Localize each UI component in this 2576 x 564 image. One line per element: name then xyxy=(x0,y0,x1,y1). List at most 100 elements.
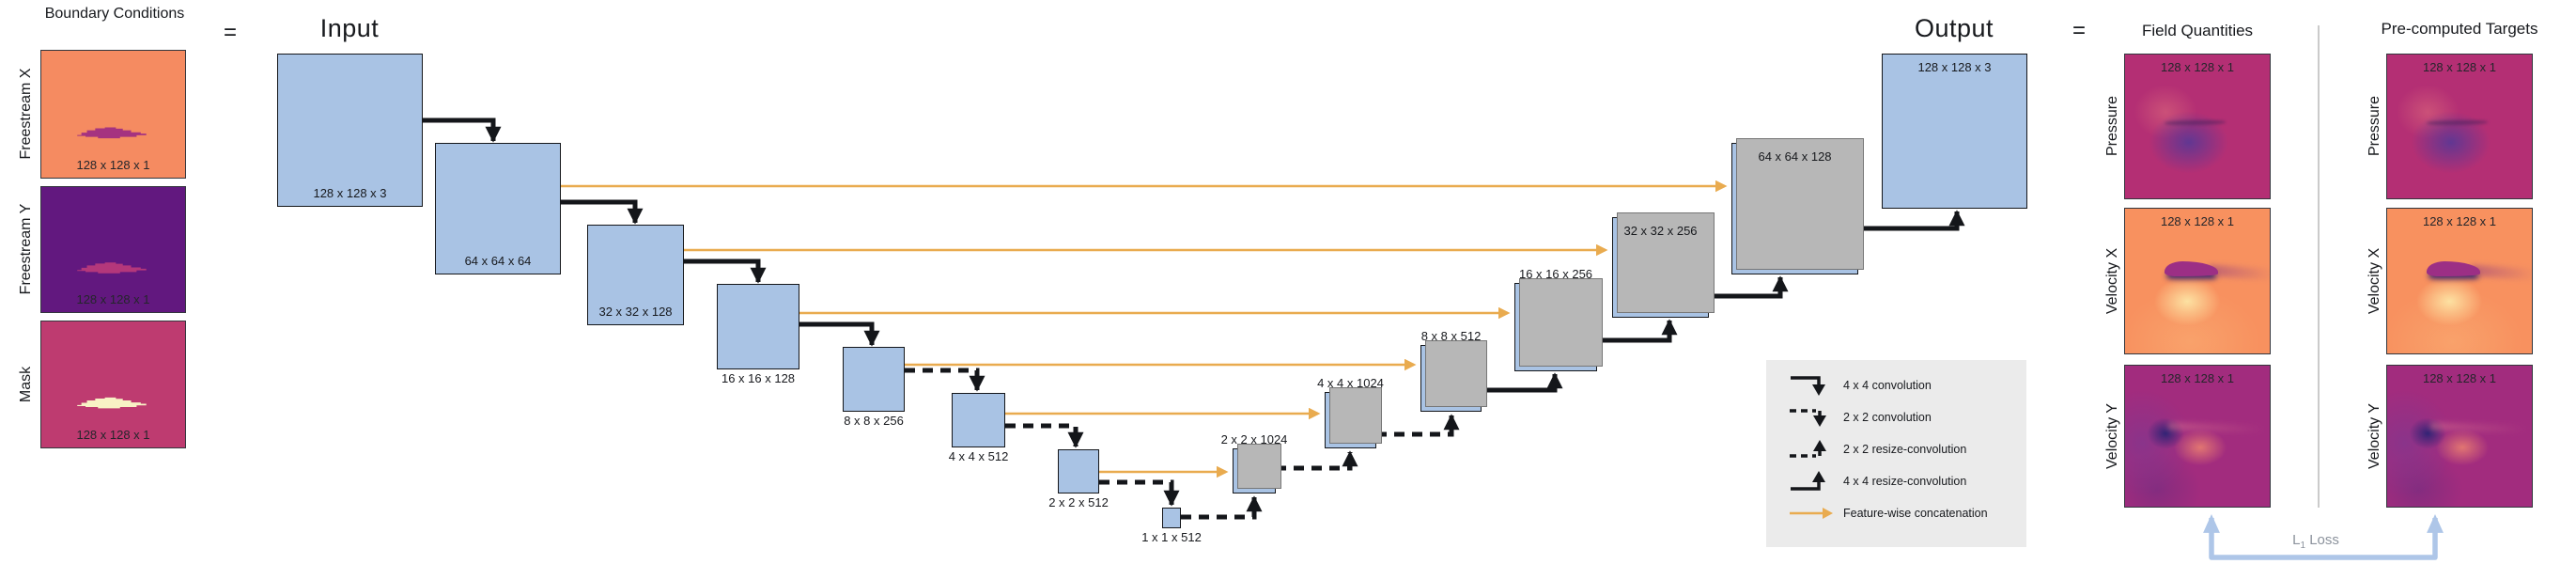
conv-block-enc-16: 16 x 16 x 128 xyxy=(717,284,799,384)
freestream-x-label: Freestream X xyxy=(18,68,34,160)
field-quantities-title: Field Quantities xyxy=(2141,22,2254,39)
airfoil-shape xyxy=(2426,119,2488,125)
legend-label: 2 x 2 resize-convolution xyxy=(1843,443,1967,456)
loss-word: Loss xyxy=(2309,532,2339,548)
solid-corner-up-arrow-icon xyxy=(1791,471,1825,491)
block-size-label: 1 x 1 x 512 xyxy=(1141,530,1202,544)
dashed-up-arrow-icon xyxy=(1790,440,1826,458)
conv-block-dec-32: 32 x 32 x 256 xyxy=(1612,212,1715,318)
legend-label: Feature-wise concatenation xyxy=(1843,507,1988,520)
legend-box: 4 x 4 convolution 2 x 2 convolution 2 x … xyxy=(1766,360,2026,547)
loss-subscript: 1 xyxy=(2300,540,2306,551)
conv-4x4-arrows xyxy=(423,118,1965,393)
equals-sign-left: = xyxy=(223,20,238,45)
block-size-label: 64 x 64 x 128 xyxy=(1758,149,1832,164)
equals-sign-right: = xyxy=(2072,18,2087,43)
block-size-label: 64 x 64 x 64 xyxy=(464,254,532,268)
pressure-target-image: 128 x 128 x 1 xyxy=(2386,54,2533,199)
l1-loss-connector xyxy=(2203,514,2444,560)
conv-block-dec-16: 16 x 16 x 256 xyxy=(1514,268,1603,371)
airfoil-shape xyxy=(77,397,147,409)
block-size-label: 4 x 4 x 512 xyxy=(948,449,1009,463)
legend-label: 4 x 4 convolution xyxy=(1843,379,1932,392)
conv-block-dec-2: 2 x 2 x 1024 xyxy=(1221,433,1287,494)
conv-block-enc-32: 32 x 32 x 128 xyxy=(587,225,684,325)
image-size-caption: 128 x 128 x 1 xyxy=(76,292,150,306)
conv-block-enc-64: 64 x 64 x 64 xyxy=(435,143,561,274)
conv-block-enc-8: 8 x 8 x 256 xyxy=(843,347,905,427)
legend-item: 2 x 2 resize-convolution xyxy=(1785,433,2026,465)
freestream-x-image: 128 x 128 x 1 xyxy=(40,50,186,179)
legend-item: Feature-wise concatenation xyxy=(1785,497,2026,529)
image-size-caption: 128 x 128 x 1 xyxy=(2160,60,2235,74)
dashed-down-arrow-icon xyxy=(1790,409,1826,427)
block-size-label: 32 x 32 x 256 xyxy=(1623,224,1698,238)
pressure-field-image: 128 x 128 x 1 xyxy=(2124,54,2271,199)
image-size-caption: 128 x 128 x 1 xyxy=(2422,214,2497,228)
image-size-caption: 128 x 128 x 1 xyxy=(76,158,150,172)
precomputed-targets-title: Pre-computed Targets xyxy=(2381,20,2538,38)
column-divider xyxy=(2318,25,2320,508)
wake-streak xyxy=(2208,264,2270,280)
wake-streak xyxy=(2430,422,2526,433)
velocity-y-target-label: Velocity Y xyxy=(2367,403,2382,469)
pressure-target-label: Pressure xyxy=(2367,95,2382,157)
velocity-y-target-image: 128 x 128 x 1 xyxy=(2386,365,2533,508)
boundary-conditions-title: Boundary Conditions xyxy=(44,6,185,22)
output-title: Output xyxy=(1914,14,1994,42)
conv-block-dec-8: 8 x 8 x 512 xyxy=(1420,330,1487,412)
block-size-label: 128 x 128 x 3 xyxy=(313,186,387,200)
block-size-label: 128 x 128 x 3 xyxy=(1917,60,1992,74)
conv-block-dec-64: 64 x 64 x 128 xyxy=(1731,138,1864,274)
conv-block-input: 128 x 128 x 3 xyxy=(277,54,423,207)
block-size-label: 2 x 2 x 512 xyxy=(1048,495,1109,509)
wake-streak xyxy=(2470,264,2532,280)
pressure-label: Pressure xyxy=(2104,95,2120,157)
airfoil-shape xyxy=(2426,261,2480,276)
conv-2x2-arrows xyxy=(905,368,1460,520)
velocity-y-field-image: 128 x 128 x 1 xyxy=(2124,365,2271,508)
skip-connection-arrows xyxy=(561,180,1728,478)
legend-label: 4 x 4 resize-convolution xyxy=(1843,475,1967,488)
conv-block-enc-4: 4 x 4 x 512 xyxy=(949,393,1008,462)
conv-block-bottleneck-1: 1 x 1 x 512 xyxy=(1141,508,1202,543)
image-size-caption: 128 x 128 x 1 xyxy=(2160,214,2235,228)
conv-block-output: 128 x 128 x 3 xyxy=(1882,54,2027,209)
freestream-y-label: Freestream Y xyxy=(18,203,34,295)
block-size-label: 4 x 4 x 1024 xyxy=(1317,376,1384,390)
block-size-label: 16 x 16 x 128 xyxy=(721,371,796,385)
image-size-caption: 128 x 128 x 1 xyxy=(2422,60,2497,74)
velocity-x-label: Velocity X xyxy=(2104,247,2120,315)
input-title: Input xyxy=(319,14,380,42)
legend-item: 2 x 2 convolution xyxy=(1785,401,2026,433)
conv-block-dec-4: 4 x 4 x 1024 xyxy=(1317,377,1384,448)
block-size-label: 32 x 32 x 128 xyxy=(598,305,673,319)
airfoil-shape xyxy=(2164,261,2218,276)
mask-image: 128 x 128 x 1 xyxy=(40,321,186,448)
wake-streak xyxy=(2168,422,2264,433)
solid-corner-down-arrow-icon xyxy=(1791,376,1825,396)
image-size-caption: 128 x 128 x 1 xyxy=(2422,371,2497,385)
mask-label: Mask xyxy=(18,366,34,403)
block-size-label: 2 x 2 x 1024 xyxy=(1220,432,1288,446)
airfoil-shape xyxy=(77,127,147,139)
block-size-label: 8 x 8 x 512 xyxy=(1420,329,1482,343)
velocity-x-target-label: Velocity X xyxy=(2367,247,2382,315)
airfoil-shape xyxy=(2164,119,2226,125)
legend-label: 2 x 2 convolution xyxy=(1843,411,1932,424)
loss-symbol: L xyxy=(2292,532,2301,548)
image-size-caption: 128 x 128 x 1 xyxy=(76,428,150,442)
orange-right-arrow-icon xyxy=(1790,508,1833,519)
block-size-label: 16 x 16 x 256 xyxy=(1518,267,1593,281)
velocity-x-target-image: 128 x 128 x 1 xyxy=(2386,208,2533,354)
block-size-label: 8 x 8 x 256 xyxy=(844,414,904,428)
freestream-y-image: 128 x 128 x 1 xyxy=(40,186,186,313)
legend-item: 4 x 4 convolution xyxy=(1785,369,2026,401)
airfoil-shape xyxy=(77,262,147,274)
legend-item: 4 x 4 resize-convolution xyxy=(1785,465,2026,497)
image-size-caption: 128 x 128 x 1 xyxy=(2160,371,2235,385)
l1-loss-label: L1 Loss xyxy=(2292,532,2339,551)
conv-block-enc-2: 2 x 2 x 512 xyxy=(1048,449,1109,509)
